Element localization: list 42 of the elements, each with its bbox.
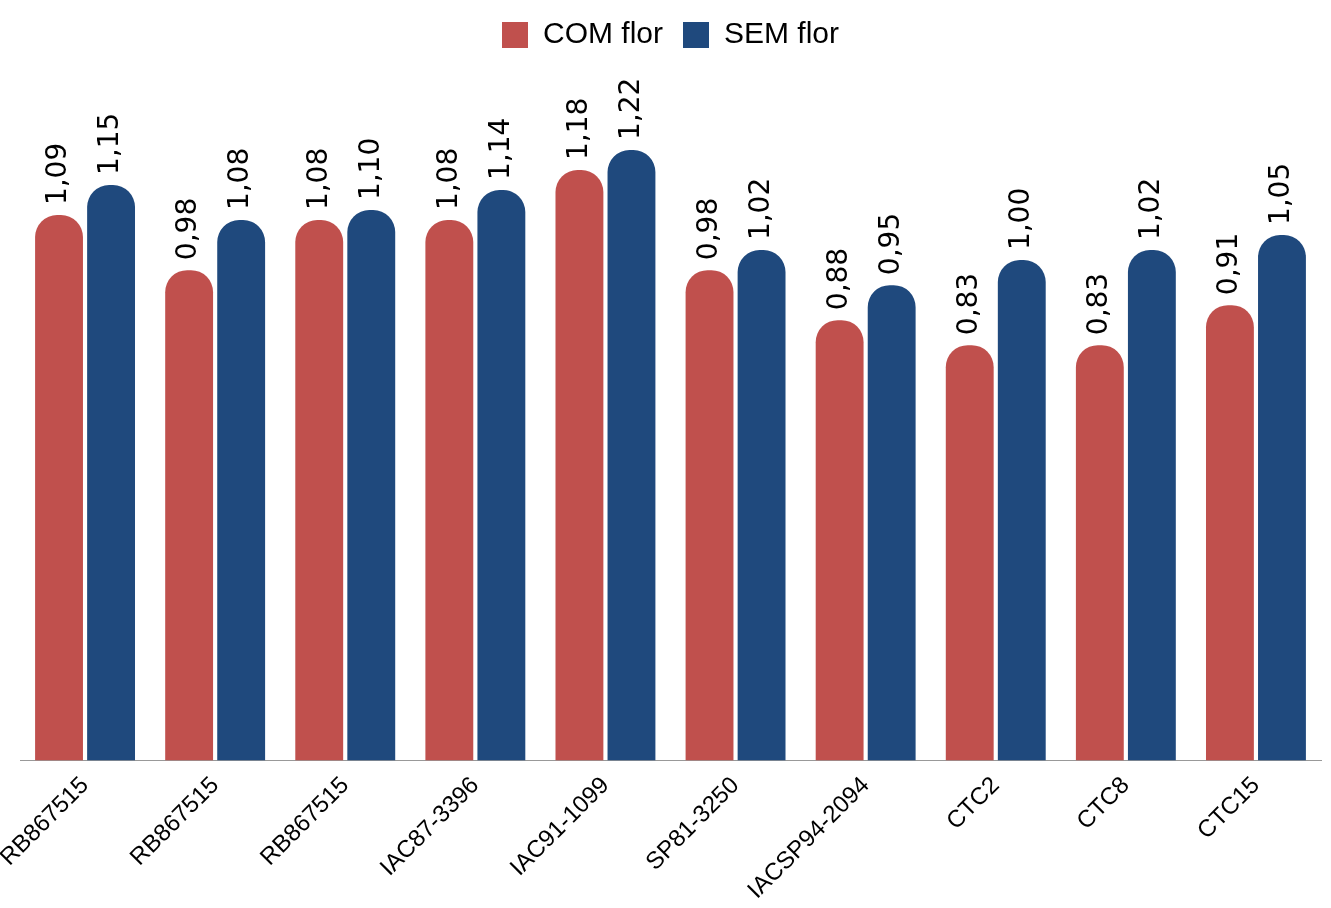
data-label: 1,14: [482, 117, 516, 181]
bar: [295, 220, 344, 761]
data-label: 0,88: [820, 247, 854, 311]
legend-label: COM flor: [542, 16, 663, 50]
data-label: 0,95: [872, 212, 906, 276]
data-label: 0,91: [1211, 232, 1245, 296]
bar: [685, 270, 734, 761]
bar: [425, 220, 474, 761]
bar: [477, 190, 526, 761]
bar: [607, 150, 656, 761]
bar: [1075, 345, 1124, 761]
data-label: 1,18: [560, 97, 594, 161]
bar: [555, 170, 604, 761]
data-label: 0,83: [1081, 272, 1115, 336]
bar: [1205, 305, 1254, 761]
data-label: 1,05: [1263, 162, 1297, 226]
bar: [347, 210, 396, 761]
data-label: 0,98: [690, 197, 724, 261]
data-label: 1,09: [40, 142, 74, 206]
bar: [87, 185, 136, 761]
bar: [35, 215, 83, 761]
data-label: 0,83: [951, 272, 985, 336]
data-label: 1,22: [612, 77, 646, 141]
bar: [945, 345, 994, 761]
bar: [1258, 235, 1306, 761]
data-label: 1,08: [222, 147, 256, 211]
bar: [737, 250, 786, 761]
data-label: 1,08: [300, 147, 334, 211]
bar: [1127, 250, 1176, 761]
bar: [165, 270, 214, 761]
bar: [997, 260, 1046, 761]
bar: [867, 285, 916, 761]
data-label: 1,08: [430, 147, 464, 211]
data-label: 1,15: [92, 112, 126, 176]
legend-label: SEM flor: [723, 16, 840, 50]
data-label: 1,02: [1133, 177, 1167, 241]
bar: [217, 220, 266, 761]
data-label: 1,02: [742, 177, 776, 241]
bar: [815, 320, 864, 761]
data-label: 1,10: [352, 137, 386, 201]
data-label: 0,98: [170, 197, 204, 261]
data-label: 1,00: [1003, 187, 1037, 251]
